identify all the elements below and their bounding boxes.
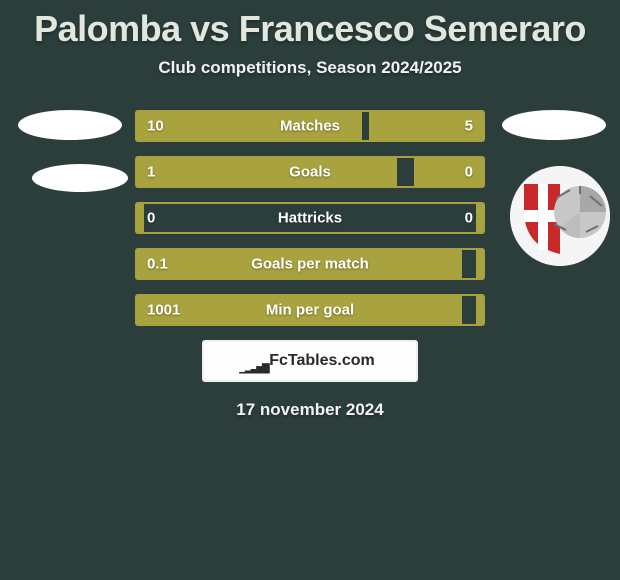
subtitle: Club competitions, Season 2024/2025 <box>0 58 620 78</box>
player-right-club-crest <box>510 166 610 266</box>
stat-bar-right <box>476 296 483 324</box>
watermark-badge: FcTables.com <box>202 340 418 382</box>
stats-block: 105Matches10Goals00Hattricks0.1Goals per… <box>10 110 610 326</box>
player-left-avatar-ellipse-1 <box>18 110 122 140</box>
crest-icon <box>510 166 610 266</box>
player-right-avatar-ellipse-1 <box>502 110 606 140</box>
comparison-infographic: Palomba vs Francesco Semeraro Club compe… <box>0 0 620 580</box>
stat-value-left: 10 <box>147 118 164 135</box>
stat-label: Goals <box>289 164 331 181</box>
stat-value-left: 0.1 <box>147 256 168 273</box>
stat-value-right: 0 <box>465 210 473 227</box>
stat-bars: 105Matches10Goals00Hattricks0.1Goals per… <box>135 110 485 326</box>
stat-value-left: 0 <box>147 210 155 227</box>
stat-row: 10 5 Matches <box>135 110 485 142</box>
player-left-avatar-ellipse-2 <box>32 164 128 192</box>
stat-bar-left <box>137 158 397 186</box>
stat-label: Goals per match <box>251 256 369 273</box>
stat-label: Hattricks <box>278 210 342 227</box>
date-text: 17 november 2024 <box>0 400 620 420</box>
stat-label: Min per goal <box>266 302 354 319</box>
bar-chart-icon <box>245 352 263 370</box>
stat-label: Matches <box>280 118 340 135</box>
stat-bar-right <box>476 204 483 232</box>
stat-value-right: 0 <box>465 164 473 181</box>
stat-bar-right <box>476 250 483 278</box>
stat-value-left: 1 <box>147 164 155 181</box>
stat-row: 0.1 Goals per match <box>135 248 485 280</box>
page-title: Palomba vs Francesco Semeraro <box>0 8 620 50</box>
stat-row: 1 0 Goals <box>135 156 485 188</box>
stat-value-left: 1001 <box>147 302 180 319</box>
stat-row: 0 0 Hattricks <box>135 202 485 234</box>
watermark-text: FcTables.com <box>269 352 375 370</box>
stat-row: 1001 Min per goal <box>135 294 485 326</box>
stat-bar-left <box>137 204 144 232</box>
stat-value-right: 5 <box>465 118 473 135</box>
